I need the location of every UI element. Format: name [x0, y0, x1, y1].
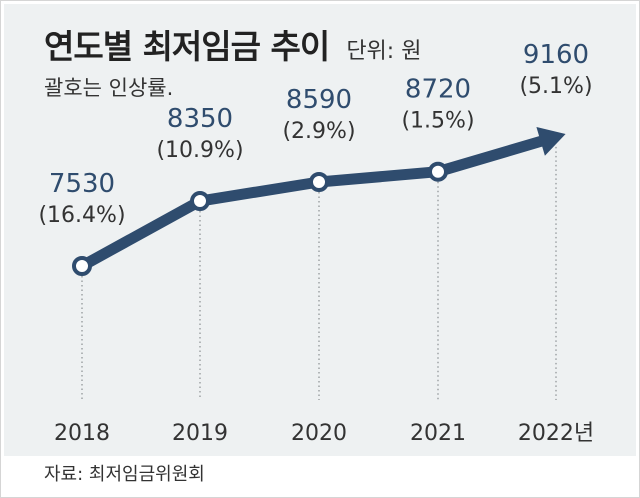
plot-background [4, 4, 636, 456]
pct-label: (16.4%) [38, 203, 125, 228]
chart-title: 연도별 최저임금 추이 [44, 27, 330, 66]
data-point [309, 172, 329, 192]
value-label: 7530 [49, 169, 115, 199]
header: 연도별 최저임금 추이 단위: 원 [44, 20, 421, 68]
data-point [190, 191, 210, 212]
source-note: 자료: 최저임금위원회 [44, 464, 205, 485]
value-label: 8590 [286, 85, 352, 115]
x-tick-label: 2019 [172, 421, 228, 446]
x-tick-label: 2021 [410, 421, 466, 446]
series-line [76, 135, 547, 272]
x-tick-label: 2018 [54, 421, 110, 446]
data-point [428, 161, 448, 182]
data-point [72, 256, 92, 276]
x-tick-label: 2020 [291, 421, 347, 446]
arrow-head [536, 126, 566, 156]
pct-label: (5.1%) [519, 74, 592, 99]
x-tick-label: 2022년 [518, 421, 594, 446]
value-label: 8350 [167, 104, 233, 134]
value-label: 9160 [523, 40, 589, 70]
unit-label: 단위: 원 [346, 39, 422, 64]
subtitle: 괄호는 인상률. [44, 76, 174, 100]
pct-label: (1.5%) [401, 109, 474, 134]
pct-label: (10.9%) [156, 138, 243, 163]
pct-label: (2.9%) [282, 119, 355, 144]
value-label: 8720 [405, 75, 471, 105]
